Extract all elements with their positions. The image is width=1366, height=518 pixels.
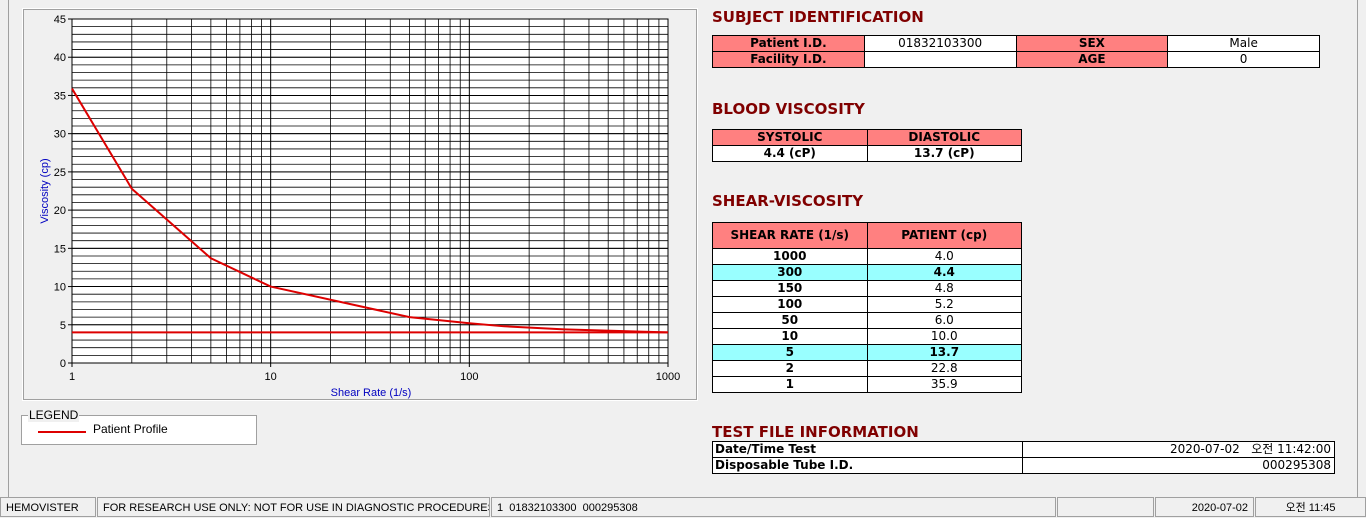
column-header: SYSTOLIC — [712, 129, 868, 146]
y-tick-label: 20 — [54, 205, 66, 217]
column-header: PATIENT (cp) — [866, 222, 1022, 249]
y-tick-label: 10 — [54, 282, 66, 294]
right-border — [1357, 0, 1358, 497]
row: 50 6.0 — [712, 312, 1022, 329]
field-label: Facility I.D. — [712, 51, 865, 68]
cell: 4.4 — [866, 264, 1022, 281]
cell: 5.2 — [866, 296, 1022, 313]
cell: 300 — [712, 264, 868, 281]
cell: 4.4 (cP) — [712, 145, 868, 162]
section-title: SUBJECT IDENTIFICATION — [712, 8, 924, 26]
cell: 100 — [712, 296, 868, 313]
cell: 10 — [712, 328, 868, 345]
grid: 0 5 10 15 20 25 30 35 40 45 1 10 100 1000 — [54, 14, 680, 383]
y-tick-label: 40 — [54, 52, 66, 64]
cell: 2 — [712, 360, 868, 377]
plot-area — [72, 19, 668, 363]
y-tick-label: 0 — [60, 358, 66, 370]
chart: 0 5 10 15 20 25 30 35 40 45 1 10 100 1000 Shear Rate … — [22, 8, 698, 401]
shear-viscosity-table: SHEAR RATE (1/s) PATIENT (cp) 1000 4.0 300… — [712, 222, 1022, 393]
row: Date/Time Test 2020-07-02 오전 11:42:00 — [712, 441, 1335, 458]
legend-title: LEGEND — [28, 408, 80, 422]
x-tick-label: 10 — [265, 371, 277, 383]
left-border — [8, 0, 9, 497]
cell: 6.0 — [866, 312, 1022, 329]
cell: Disposable Tube I.D. — [712, 457, 1023, 474]
y-tick-label: 35 — [54, 90, 66, 102]
legend-label: Patient Profile — [93, 422, 168, 436]
field-label: SEX — [1015, 35, 1169, 52]
field-label: AGE — [1015, 51, 1169, 68]
row: 1000 4.0 — [712, 248, 1022, 265]
row: SYSTOLIC DIASTOLIC — [712, 129, 1022, 146]
field-value: 0 — [1167, 51, 1320, 68]
x-tick-label: 1 — [69, 371, 75, 383]
row: 10 10.0 — [712, 328, 1022, 345]
cell: Date/Time Test — [712, 441, 1023, 458]
cell: 13.7 (cP) — [866, 145, 1022, 162]
cell: 4.0 — [866, 248, 1022, 265]
cell: 2020-07-02 오전 11:42:00 — [1022, 441, 1335, 458]
section-title: BLOOD VISCOSITY — [712, 100, 865, 118]
row: Patient I.D. 01832103300 SEX Male — [712, 35, 1320, 52]
row: 4.4 (cP) 13.7 (cP) — [712, 145, 1022, 162]
field-value: 01832103300 — [863, 35, 1017, 52]
plot-frame — [71, 18, 669, 364]
cell: 35.9 — [866, 376, 1022, 393]
row: 2 22.8 — [712, 360, 1022, 377]
row: 100 5.2 — [712, 296, 1022, 313]
section-title: SHEAR-VISCOSITY — [712, 192, 864, 210]
row: 150 4.8 — [712, 280, 1022, 297]
y-tick-label: 15 — [54, 243, 66, 255]
subject-table: Patient I.D. 01832103300 SEX Male Facili… — [712, 35, 1320, 68]
row: 1 35.9 — [712, 376, 1022, 393]
field-value: Male — [1167, 35, 1320, 52]
y-tick-label: 30 — [54, 129, 66, 141]
cell: 50 — [712, 312, 868, 329]
column-header: SHEAR RATE (1/s) — [712, 222, 868, 249]
status-cell: FOR RESEARCH USE ONLY: NOT FOR USE IN DI… — [97, 497, 490, 517]
status-cell: 2020-07-02 — [1155, 497, 1254, 517]
field-label: Patient I.D. — [712, 35, 865, 52]
chart-bevel — [23, 9, 697, 400]
y-tick-label: 25 — [54, 167, 66, 179]
row: Facility I.D. AGE 0 — [712, 51, 1320, 68]
cell: 000295308 — [1022, 457, 1335, 474]
y-tick-label: 5 — [60, 320, 66, 332]
row: SHEAR RATE (1/s) PATIENT (cp) — [712, 222, 1022, 249]
legend-swatch — [38, 431, 86, 433]
cell: 13.7 — [866, 344, 1022, 361]
y-axis-label: Viscosity (cp) — [39, 158, 51, 223]
series-line — [71, 88, 669, 334]
x-axis-label: Shear Rate (1/s) — [331, 387, 412, 399]
x-tick-label: 1000 — [656, 371, 680, 383]
column-header: DIASTOLIC — [866, 129, 1022, 146]
row: 300 4.4 — [712, 264, 1022, 281]
cell: 4.8 — [866, 280, 1022, 297]
cell: 10.0 — [866, 328, 1022, 345]
field-value — [863, 51, 1017, 68]
blood-viscosity-table: SYSTOLIC DIASTOLIC 4.4 (cP) 13.7 (cP) — [712, 129, 1022, 162]
cell: 1000 — [712, 248, 868, 265]
cell: 5 — [712, 344, 868, 361]
x-tick-label: 100 — [460, 371, 478, 383]
row: Disposable Tube I.D. 000295308 — [712, 457, 1335, 474]
cell: 22.8 — [866, 360, 1022, 377]
row: 5 13.7 — [712, 344, 1022, 361]
cell: 1 — [712, 376, 868, 393]
marks — [71, 88, 669, 334]
status-cell: 오전 11:45 — [1255, 497, 1366, 517]
status-cell: 1 01832103300 000295308 — [491, 497, 1056, 517]
test-file-table: Date/Time Test 2020-07-02 오전 11:42:00 Di… — [712, 441, 1335, 474]
y-tick-label: 45 — [54, 14, 66, 26]
section-title: TEST FILE INFORMATION — [712, 423, 919, 441]
cell: 150 — [712, 280, 868, 297]
status-cell — [1057, 497, 1154, 517]
legend: LEGEND Patient Profile — [21, 408, 257, 445]
status-cell: HEMOVISTER — [0, 497, 96, 517]
